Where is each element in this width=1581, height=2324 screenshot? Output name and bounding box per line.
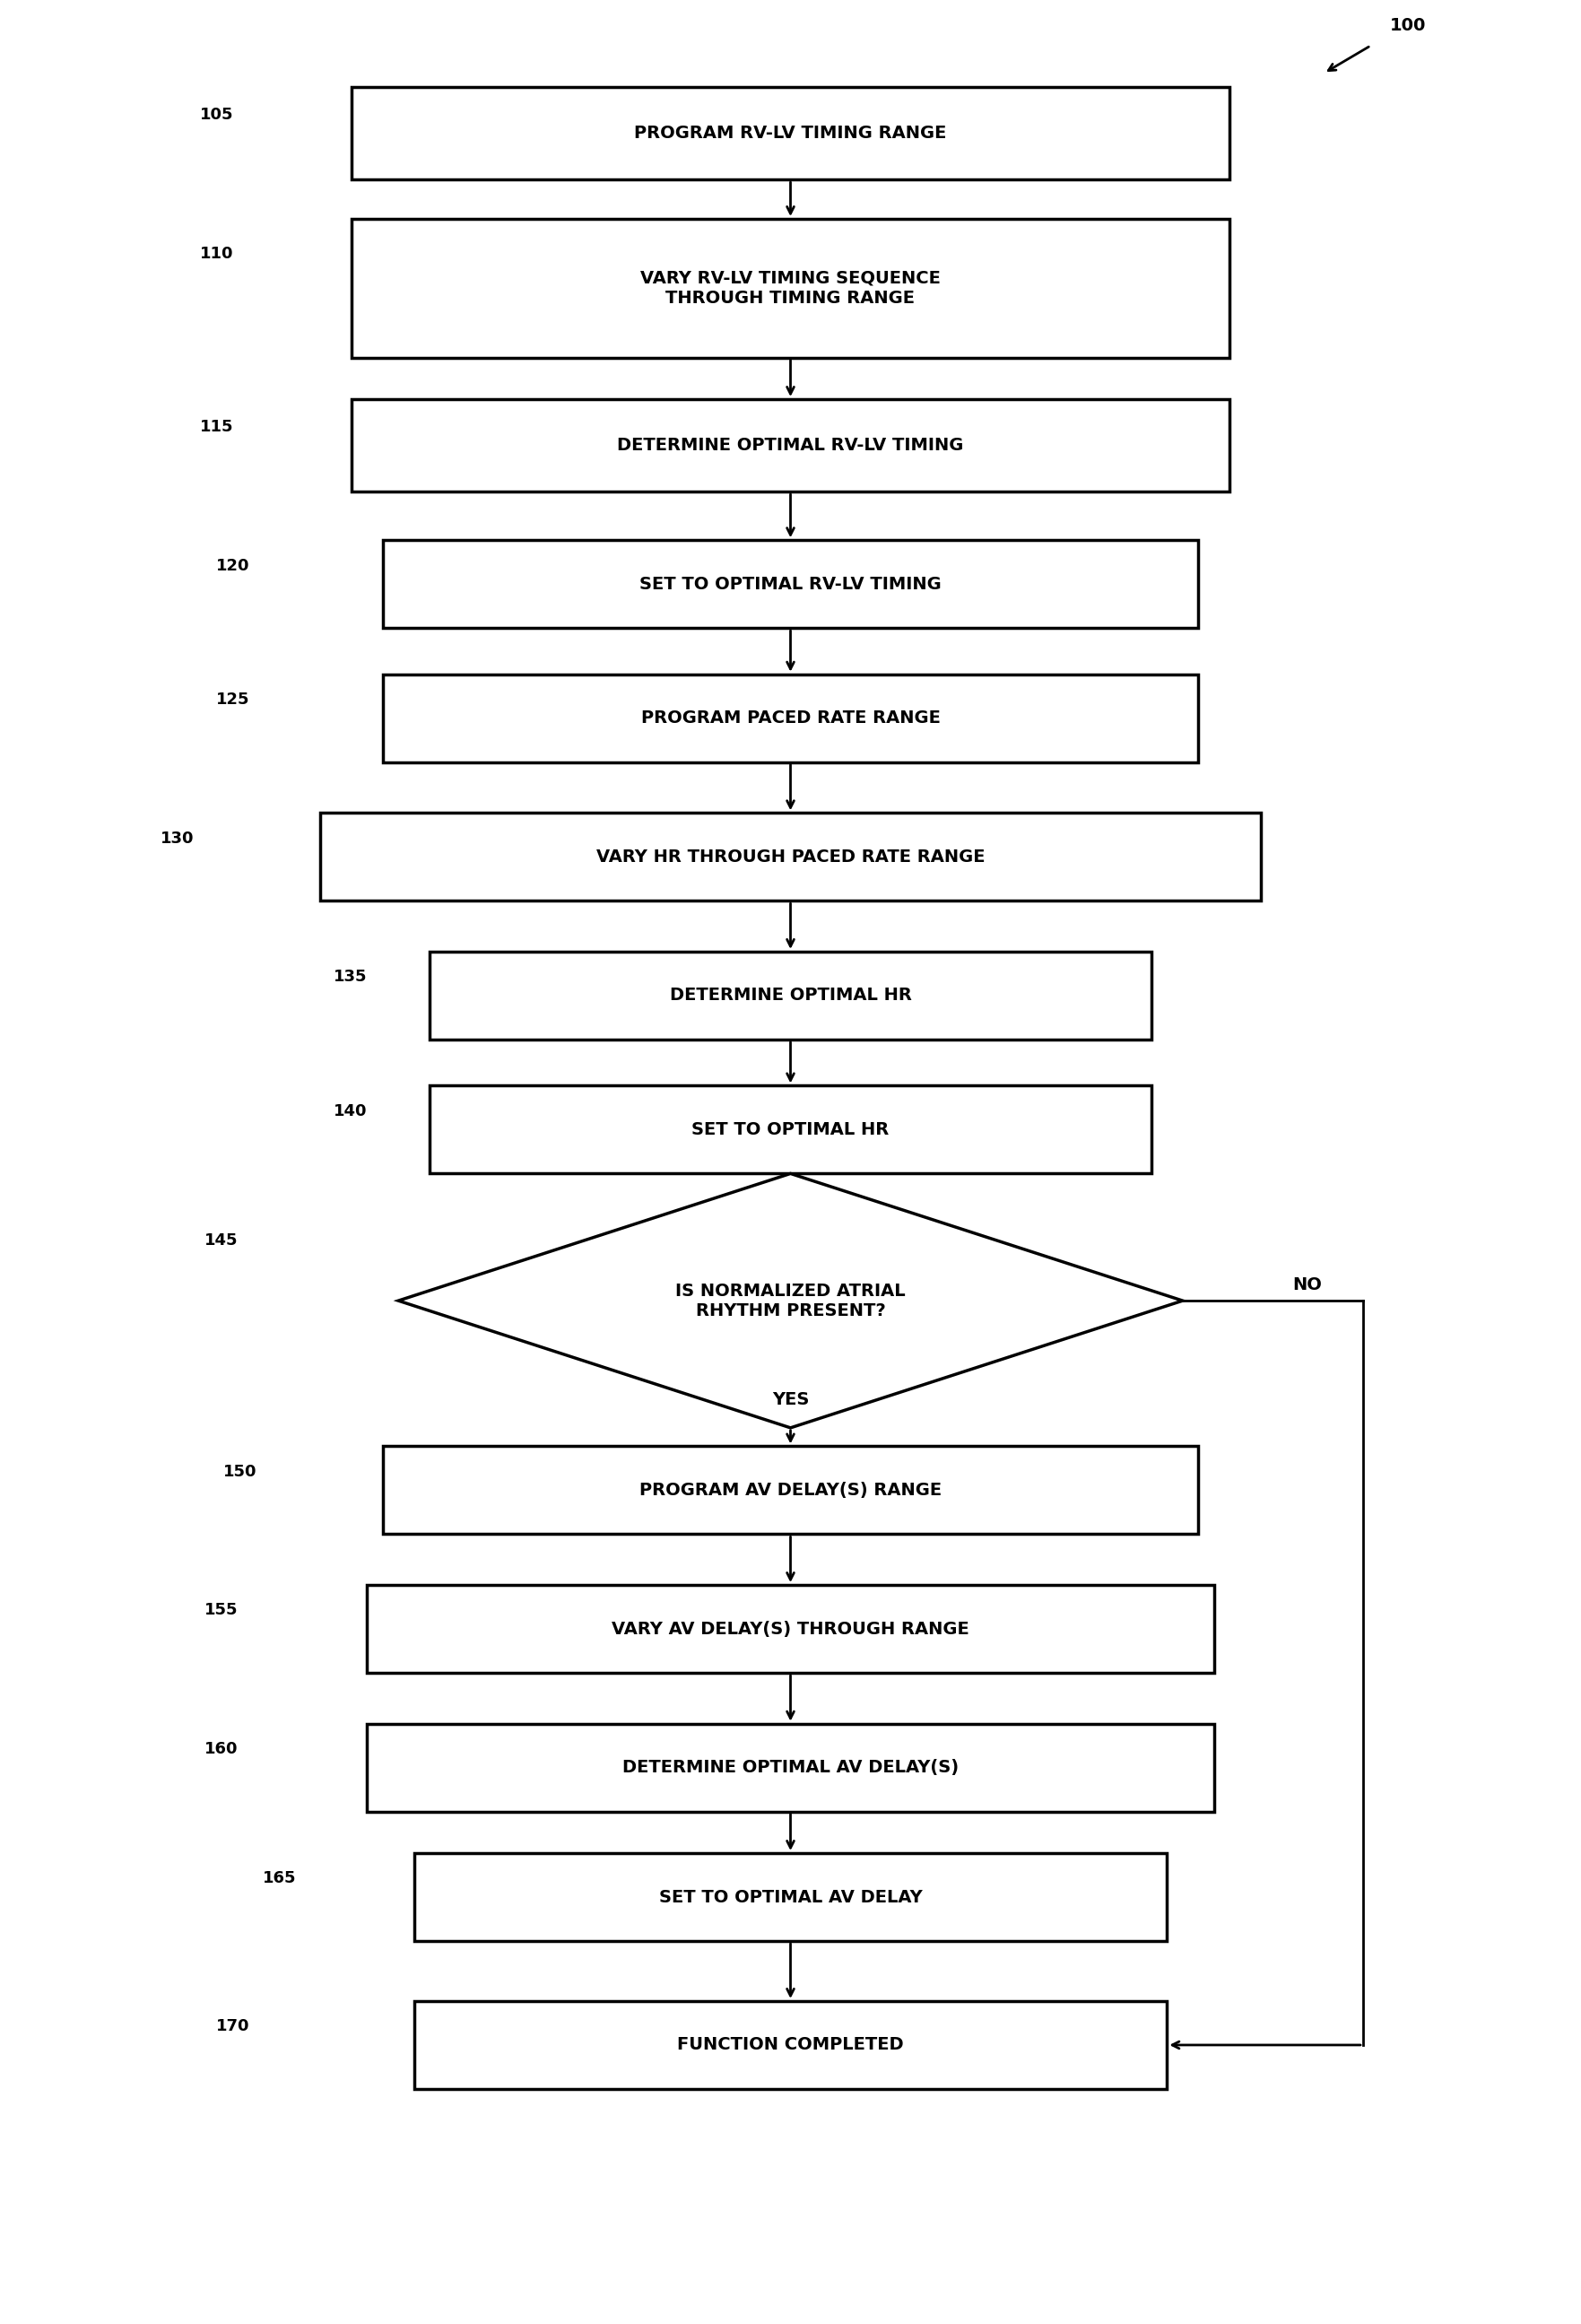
FancyBboxPatch shape	[383, 1446, 1198, 1534]
Text: SET TO OPTIMAL HR: SET TO OPTIMAL HR	[692, 1120, 889, 1139]
Text: YES: YES	[772, 1392, 809, 1408]
Text: PROGRAM PACED RATE RANGE: PROGRAM PACED RATE RANGE	[640, 709, 941, 727]
FancyBboxPatch shape	[367, 1724, 1214, 1810]
Text: VARY HR THROUGH PACED RATE RANGE: VARY HR THROUGH PACED RATE RANGE	[596, 848, 985, 865]
Text: 135: 135	[334, 969, 367, 985]
Text: 145: 145	[206, 1232, 239, 1248]
Polygon shape	[398, 1174, 1183, 1427]
Text: 115: 115	[201, 418, 234, 435]
Text: 105: 105	[201, 107, 234, 123]
FancyBboxPatch shape	[414, 1852, 1167, 1941]
FancyBboxPatch shape	[367, 1585, 1214, 1673]
Text: VARY AV DELAY(S) THROUGH RANGE: VARY AV DELAY(S) THROUGH RANGE	[612, 1620, 969, 1638]
FancyBboxPatch shape	[430, 1085, 1151, 1174]
FancyBboxPatch shape	[430, 951, 1151, 1039]
FancyBboxPatch shape	[414, 2001, 1167, 2089]
Text: 165: 165	[262, 1871, 296, 1887]
FancyBboxPatch shape	[351, 218, 1230, 358]
Text: NO: NO	[1292, 1276, 1322, 1292]
Text: SET TO OPTIMAL RV-LV TIMING: SET TO OPTIMAL RV-LV TIMING	[639, 576, 942, 593]
Text: 155: 155	[206, 1601, 239, 1618]
FancyBboxPatch shape	[319, 813, 1262, 902]
Text: DETERMINE OPTIMAL HR: DETERMINE OPTIMAL HR	[669, 988, 912, 1004]
Text: PROGRAM RV-LV TIMING RANGE: PROGRAM RV-LV TIMING RANGE	[634, 125, 947, 142]
FancyBboxPatch shape	[383, 674, 1198, 762]
Text: 170: 170	[215, 2020, 250, 2034]
FancyBboxPatch shape	[383, 539, 1198, 627]
Text: 160: 160	[206, 1741, 239, 1757]
Text: 130: 130	[161, 830, 194, 846]
Text: 120: 120	[215, 558, 250, 574]
Text: 125: 125	[215, 693, 250, 709]
FancyBboxPatch shape	[351, 400, 1230, 493]
Text: 140: 140	[334, 1104, 367, 1120]
Text: DETERMINE OPTIMAL RV-LV TIMING: DETERMINE OPTIMAL RV-LV TIMING	[617, 437, 964, 453]
FancyBboxPatch shape	[351, 86, 1230, 179]
Text: VARY RV-LV TIMING SEQUENCE
THROUGH TIMING RANGE: VARY RV-LV TIMING SEQUENCE THROUGH TIMIN…	[640, 270, 941, 307]
Text: IS NORMALIZED ATRIAL
RHYTHM PRESENT?: IS NORMALIZED ATRIAL RHYTHM PRESENT?	[675, 1283, 906, 1320]
Text: FUNCTION COMPLETED: FUNCTION COMPLETED	[677, 2036, 904, 2054]
Text: PROGRAM AV DELAY(S) RANGE: PROGRAM AV DELAY(S) RANGE	[639, 1483, 942, 1499]
Text: 110: 110	[201, 246, 234, 263]
Text: 150: 150	[223, 1464, 258, 1480]
Text: DETERMINE OPTIMAL AV DELAY(S): DETERMINE OPTIMAL AV DELAY(S)	[623, 1759, 958, 1776]
Text: 100: 100	[1390, 16, 1426, 35]
Text: SET TO OPTIMAL AV DELAY: SET TO OPTIMAL AV DELAY	[659, 1889, 922, 1906]
